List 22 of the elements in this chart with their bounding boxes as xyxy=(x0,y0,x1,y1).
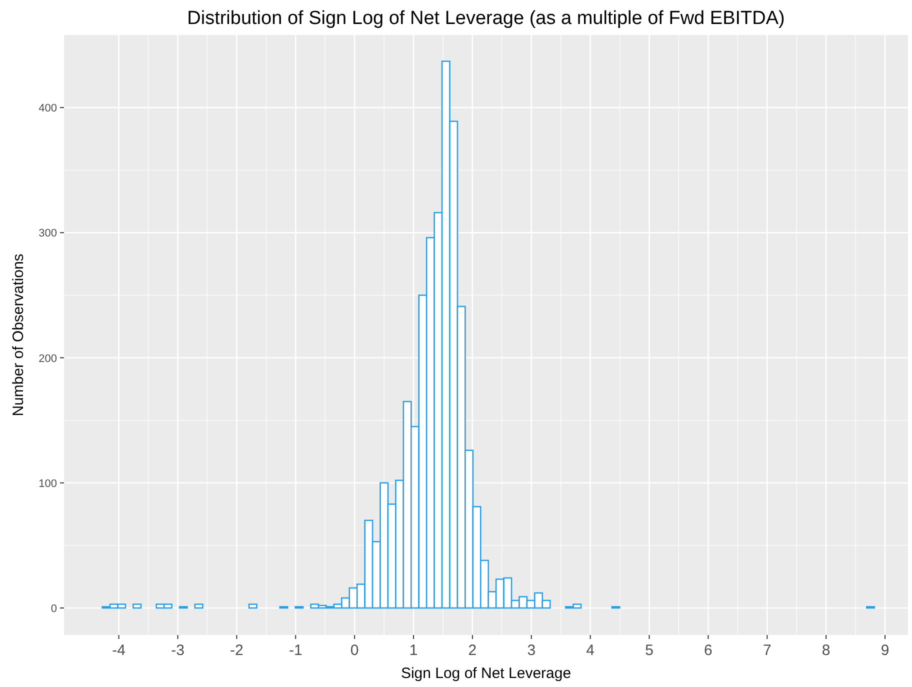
x-tick-label: 4 xyxy=(586,642,594,659)
x-tick-label: 0 xyxy=(350,642,359,659)
x-tick-label: -1 xyxy=(288,642,302,659)
chart-title: Distribution of Sign Log of Net Leverage (as a multiple of Fwd EBITDA) xyxy=(187,8,785,29)
x-tick-label: -3 xyxy=(171,642,184,659)
x-tick-label: 1 xyxy=(409,642,418,659)
y-tick-label: 400 xyxy=(38,102,57,115)
x-tick-label: -2 xyxy=(230,642,244,659)
x-axis-title: Sign Log of Net Leverage xyxy=(400,665,572,682)
x-tick-label: 8 xyxy=(822,642,830,659)
x-tick-label: 7 xyxy=(762,642,772,659)
x-tick-label: 9 xyxy=(880,642,890,659)
y-tick-label: 200 xyxy=(38,352,57,365)
x-tick-label: 6 xyxy=(704,642,712,659)
y-tick-label: 300 xyxy=(38,228,57,240)
y-tick-label: 0 xyxy=(50,602,57,615)
x-tick-label: 2 xyxy=(468,642,477,659)
x-tick-label: 3 xyxy=(527,642,536,659)
x-tick-label: -4 xyxy=(112,642,126,659)
y-axis-title: Number of Observations xyxy=(10,254,27,416)
y-tick-label: 100 xyxy=(38,478,57,490)
x-tick-label: 5 xyxy=(645,642,654,659)
